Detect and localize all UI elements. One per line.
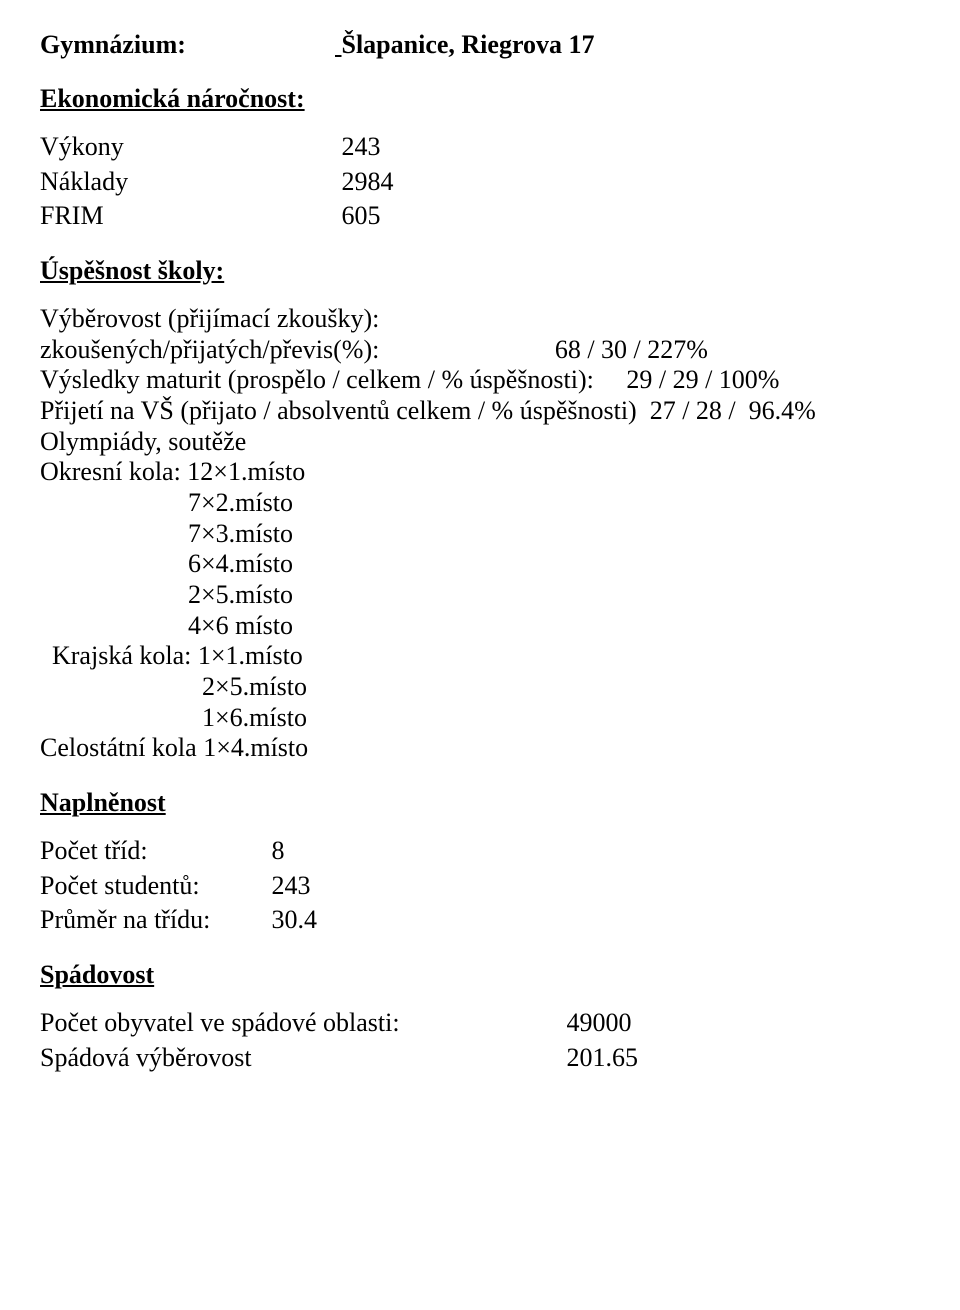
olympiady-label: Olympiády, soutěže bbox=[40, 427, 920, 458]
section-econ-header: Ekonomická náročnost: bbox=[40, 84, 920, 114]
krajska-item: 1×6.místo bbox=[202, 703, 920, 734]
econ-vykony-row: Výkony 243 bbox=[40, 132, 920, 163]
krajska-kola-label: Krajská kola: 1×1.místo bbox=[52, 641, 920, 672]
vyberovost-line: Výběrovost (přijímací zkoušky): bbox=[40, 304, 920, 335]
okresni-item: 6×4.místo bbox=[188, 549, 920, 580]
pocet-trid-value: 8 bbox=[272, 836, 285, 865]
prumer-tridu-label: Průměr na třídu: bbox=[40, 905, 265, 936]
page-title-label: Gymnázium: bbox=[40, 30, 335, 60]
okresni-item: 7×2.místo bbox=[188, 488, 920, 519]
krajska-item: 2×5.místo bbox=[202, 672, 920, 703]
section-success-header: Úspěšnost školy: bbox=[40, 256, 920, 286]
section-naplnenost-header: Naplněnost bbox=[40, 788, 920, 818]
spad-vyberovost-row: Spádová výběrovost 201.65 bbox=[40, 1043, 920, 1074]
spad-vyberovost-label: Spádová výběrovost bbox=[40, 1043, 560, 1074]
page-title-row: Gymnázium: Šlapanice, Riegrova 17 bbox=[40, 30, 920, 60]
spad-obyvatel-row: Počet obyvatel ve spádové oblasti: 49000 bbox=[40, 1008, 920, 1039]
spad-obyvatel-label: Počet obyvatel ve spádové oblasti: bbox=[40, 1008, 560, 1039]
frim-value: 605 bbox=[342, 201, 381, 230]
section-spadovost-header: Spádovost bbox=[40, 960, 920, 990]
okresni-item: 7×3.místo bbox=[188, 519, 920, 550]
naklady-value: 2984 bbox=[342, 167, 394, 196]
okresni-kola-label: Okresní kola: 12×1.místo bbox=[40, 457, 920, 488]
pocet-studentu-value: 243 bbox=[272, 871, 311, 900]
maturit-line: Výsledky maturit (prospělo / celkem / % … bbox=[40, 365, 920, 396]
okresni-item: 2×5.místo bbox=[188, 580, 920, 611]
vykony-label: Výkony bbox=[40, 132, 335, 163]
prumer-tridu-row: Průměr na třídu: 30.4 bbox=[40, 905, 920, 936]
page-title-value: Šlapanice, Riegrova 17 bbox=[342, 30, 595, 60]
pocet-studentu-row: Počet studentů: 243 bbox=[40, 871, 920, 902]
pocet-studentu-label: Počet studentů: bbox=[40, 871, 265, 902]
zkousenych-line: zkoušených/přijatých/převis(%): 68 / 30 … bbox=[40, 335, 920, 366]
prijeti-line: Přijetí na VŠ (přijato / absolventů celk… bbox=[40, 396, 920, 427]
pocet-trid-row: Počet tříd: 8 bbox=[40, 836, 920, 867]
prumer-tridu-value: 30.4 bbox=[272, 905, 318, 934]
econ-frim-row: FRIM 605 bbox=[40, 201, 920, 232]
pocet-trid-label: Počet tříd: bbox=[40, 836, 265, 867]
vykony-value: 243 bbox=[342, 132, 381, 161]
spad-vyberovost-value: 201.65 bbox=[567, 1043, 639, 1072]
econ-naklady-row: Náklady 2984 bbox=[40, 167, 920, 198]
spad-obyvatel-value: 49000 bbox=[567, 1008, 632, 1037]
frim-label: FRIM bbox=[40, 201, 335, 232]
naklady-label: Náklady bbox=[40, 167, 335, 198]
okresni-item: 4×6 místo bbox=[188, 611, 920, 642]
celostatni-line: Celostátní kola 1×4.místo bbox=[40, 733, 920, 764]
